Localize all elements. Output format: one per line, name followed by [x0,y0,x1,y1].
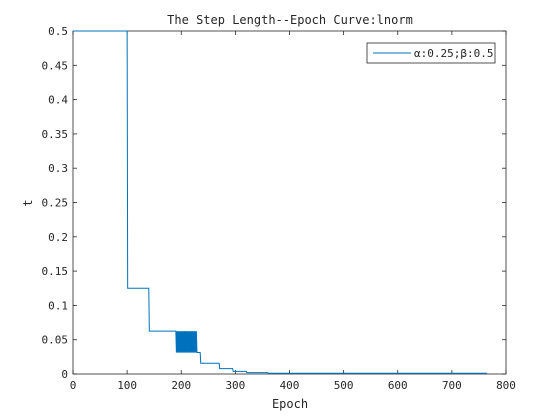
y-tick-label: 0.45 [42,59,69,72]
y-tick-label: 0.15 [42,265,69,278]
y-tick-label: 0 [61,368,68,381]
series-layer [73,30,488,374]
y-tick-label: 0.1 [48,299,68,312]
x-tick-label: 200 [171,379,191,392]
y-tick-label: 0.3 [48,162,68,175]
x-axis-label: Epoch [272,397,308,411]
y-tick-label: 0.35 [42,128,69,141]
y-axis-ticks: 0 0.05 0.1 0.15 0.2 0.25 0.3 0.35 0.4 0.45 0.5 [42,25,506,381]
y-axis-label: t [21,199,35,206]
chart-title: The Step Length--Epoch Curve:lnorm [167,13,413,27]
x-tick-label: 500 [334,379,354,392]
legend-box [366,42,496,64]
legend: α:0.25;β:0.5 [366,42,496,64]
y-tick-label: 0.5 [48,25,68,38]
axes-box [72,30,507,375]
x-tick-label: 100 [117,379,137,392]
legend-entry-label: α:0.25;β:0.5 [414,47,493,60]
y-tick-label: 0.05 [42,334,69,347]
plot-area: 0 100 200 300 400 500 600 700 800 0 0.05 0.1 0.15 0.… [42,25,516,392]
y-tick-label: 0.4 [48,94,68,107]
x-tick-label: 800 [496,379,516,392]
x-tick-label: 0 [70,379,77,392]
x-tick-label: 600 [388,379,408,392]
x-tick-label: 700 [442,379,462,392]
y-tick-label: 0.2 [48,231,68,244]
x-tick-label: 300 [225,379,245,392]
x-tick-label: 400 [280,379,300,392]
series-line [73,30,488,374]
y-tick-label: 0.25 [42,197,69,210]
x-axis-ticks: 0 100 200 300 400 500 600 700 800 [70,31,516,392]
